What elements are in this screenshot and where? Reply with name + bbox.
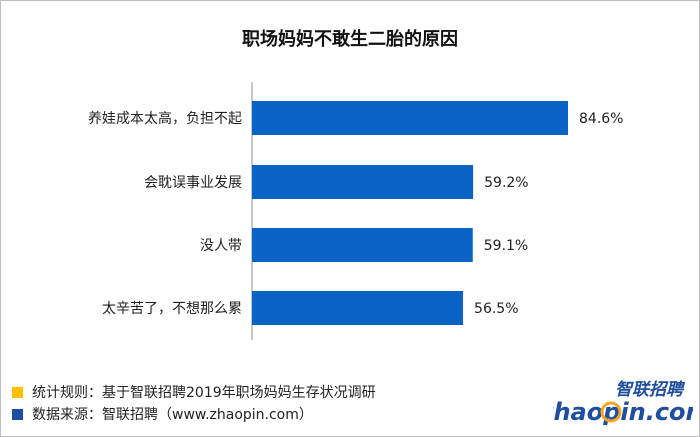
footer-rule-text: 统计规则：基于智联招聘2019年职场妈妈生存状况调研 (32, 385, 376, 401)
blue-square-icon (12, 408, 23, 420)
footer-source-text: 数据来源：智联招聘（www.zhaopin.com） (32, 407, 313, 423)
logo-ring-icon (600, 401, 622, 423)
value-label-4: 56.5% (474, 301, 518, 317)
category-label-1: 养娃成本太高，负担不起 (88, 110, 242, 127)
value-label-2: 59.2% (484, 175, 528, 191)
footer: 统计规则：基于智联招聘2019年职场妈妈生存状况调研 数据来源：智联招聘（www… (6, 381, 376, 425)
bar-2 (252, 165, 474, 199)
footer-note-source: 数据来源：智联招聘（www.zhaopin.com） (6, 403, 376, 425)
logo-top-text: 智联招聘 (615, 380, 686, 400)
bar-4 (252, 291, 464, 325)
logo-bottom-text: zhaopin.com (553, 398, 693, 426)
footer-note-rule: 统计规则：基于智联招聘2019年职场妈妈生存状况调研 (6, 381, 376, 403)
yellow-square-icon (12, 386, 23, 398)
value-label-3: 59.1% (484, 238, 528, 254)
chart-title: 职场妈妈不敢生二胎的原因 (242, 28, 458, 50)
category-label-4: 太辛苦了，不想那么累 (102, 301, 242, 317)
value-label-1: 84.6% (579, 111, 623, 127)
bar-3 (252, 228, 473, 262)
bar-chart: 职场妈妈不敢生二胎的原因 养娃成本太高，负担不起 84.6% 会耽误事业发展 59.2… (88, 28, 623, 340)
zhaopin-logo: 智联招聘 zhaopin.com (553, 380, 693, 426)
category-label-3: 没人带 (200, 238, 242, 254)
category-label-2: 会耽误事业发展 (144, 175, 242, 191)
bar-1 (252, 101, 568, 135)
